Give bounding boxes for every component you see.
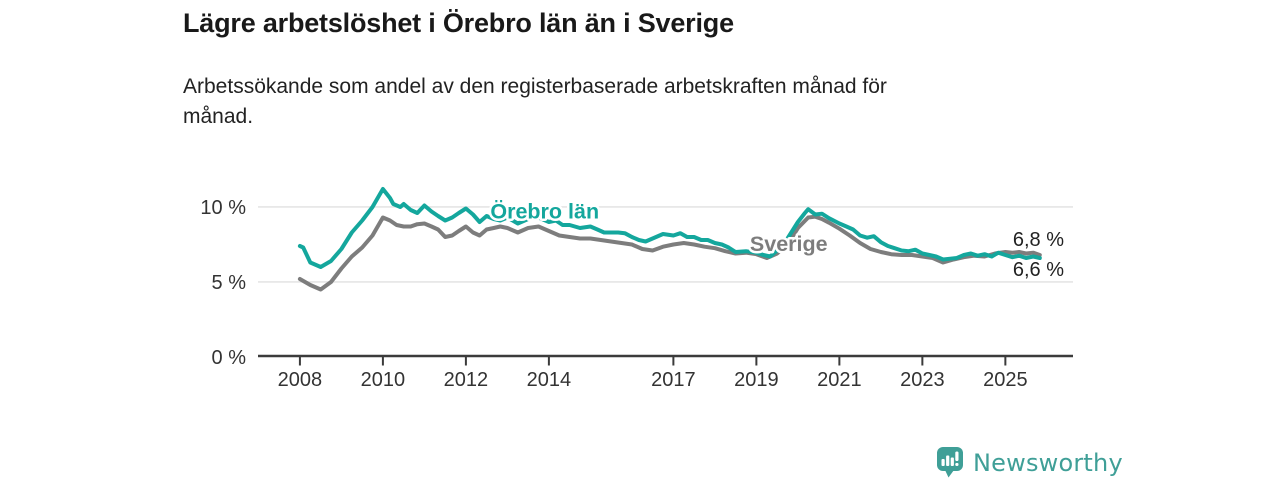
y-axis-tick-label: 0 % — [212, 347, 247, 369]
x-axis-tick-label: 2010 — [361, 369, 406, 391]
page-title: Lägre arbetslöshet i Örebro län än i Sve… — [183, 8, 734, 38]
series-label-orebro-lan: Örebro län — [490, 198, 599, 223]
x-axis-tick-label: 2012 — [444, 369, 489, 391]
x-axis-tick-label: 2008 — [278, 369, 323, 391]
page-subtitle: Arbetssökande som andel av den registerb… — [183, 75, 887, 128]
newsworthy-logo: Newsworthy — [936, 446, 1123, 479]
y-axis-tick-label: 5 % — [212, 272, 247, 294]
newsworthy-logo-text: Newsworthy — [973, 448, 1123, 477]
series-line-sverige — [297, 214, 1042, 292]
y-axis-tick-label: 10 % — [200, 197, 246, 219]
x-axis-tick-label: 2023 — [900, 369, 945, 391]
end-value-label-orebro-lan: 6,6 % — [1013, 259, 1064, 281]
bar-chart-speech-bubble-icon — [937, 447, 963, 478]
x-axis-tick-label: 2025 — [983, 369, 1028, 391]
series-label-sverige: Sverige — [750, 232, 828, 256]
series-line-orebro-lan — [297, 187, 1042, 269]
x-axis-tick-label: 2021 — [817, 369, 862, 391]
x-axis-tick-label: 2019 — [734, 369, 779, 391]
end-value-label-sverige: 6,8 % — [1013, 229, 1064, 251]
x-axis-tick-label: 2014 — [527, 369, 572, 391]
unemployment-line-chart: 0 % 5 % 10 % 2008 2010 2012 2014 2017 2019 2021 20… — [200, 187, 1073, 391]
x-axis-tick-label: 2017 — [651, 369, 696, 391]
